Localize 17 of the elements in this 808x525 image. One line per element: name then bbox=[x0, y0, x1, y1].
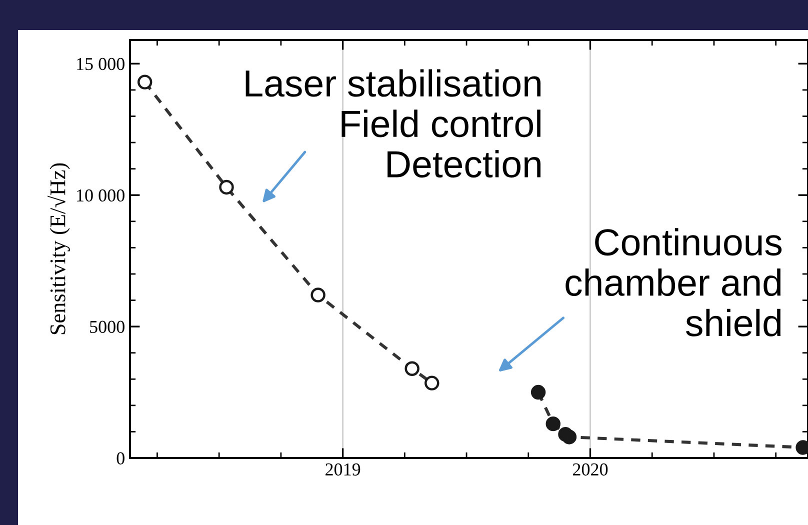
x-tick-label: 2020 bbox=[572, 463, 608, 476]
y-axis-title: Sensitivity (E/√Hz) bbox=[48, 163, 70, 334]
point bbox=[404, 361, 420, 376]
y-tick-label: 5000 bbox=[90, 320, 124, 333]
annotation: Laser stabilisation Field control Detection bbox=[246, 69, 540, 178]
point bbox=[424, 376, 440, 390]
point bbox=[219, 180, 234, 195]
y-tick-label: 10 000 bbox=[77, 189, 124, 202]
point bbox=[562, 430, 577, 444]
x-tick-label: 2019 bbox=[326, 463, 360, 476]
y-tick-label: 15 000 bbox=[77, 58, 124, 70]
point bbox=[137, 74, 152, 90]
point bbox=[530, 384, 546, 400]
y-tick-label: 0 bbox=[116, 452, 124, 464]
point bbox=[310, 288, 326, 302]
point bbox=[546, 416, 560, 432]
annotation: Continuous chamber and shield bbox=[566, 228, 782, 336]
